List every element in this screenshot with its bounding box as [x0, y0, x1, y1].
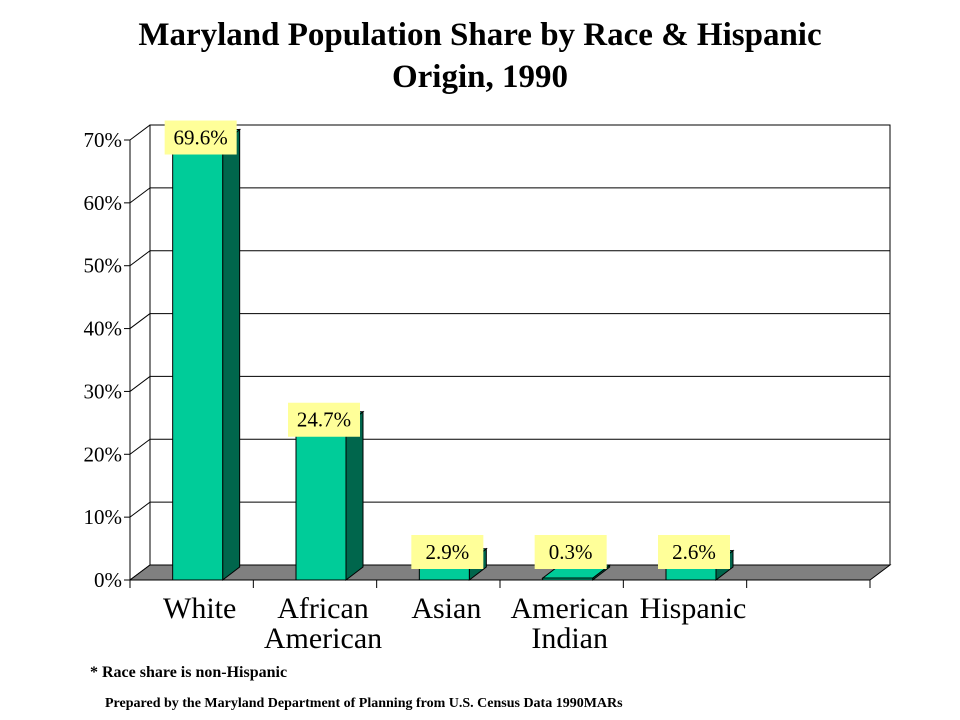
- chart-title-line1: Maryland Population Share by Race & Hisp…: [138, 17, 822, 53]
- data-label: 0.3%: [549, 540, 593, 564]
- data-label: 2.9%: [425, 540, 469, 564]
- footnote: * Race share is non-Hispanic: [90, 664, 288, 681]
- source-note: Prepared by the Maryland Department of P…: [105, 696, 623, 711]
- gridline-side: [129, 501, 151, 518]
- chart-title-line2: Origin, 1990: [391, 59, 568, 95]
- bar-side: [345, 410, 364, 582]
- back-wall: [149, 124, 891, 565]
- y-tick-label: 70%: [84, 128, 123, 152]
- category-label: American Indian: [511, 592, 629, 655]
- y-tick-label: 10%: [84, 505, 123, 529]
- gridline-side: [129, 438, 151, 455]
- gridline-side: [129, 187, 151, 204]
- category-label: White: [163, 592, 236, 625]
- category-label-line: Asian: [411, 592, 481, 625]
- gridline-side: [129, 376, 151, 392]
- data-label-box: [534, 535, 607, 569]
- data-label: 2.6%: [672, 540, 716, 564]
- category-label: African American: [264, 592, 382, 655]
- bar: [542, 577, 594, 581]
- bar: [295, 424, 347, 581]
- y-tick-label: 40%: [84, 317, 123, 341]
- chart-title: Maryland Population Share by Race & Hisp…: [0, 14, 960, 98]
- category-label: Hispanic: [640, 592, 747, 625]
- chart-floor: [128, 564, 892, 581]
- category-label: Asian: [411, 592, 481, 625]
- data-label-box: [164, 120, 237, 155]
- category-label-line: White: [163, 592, 236, 625]
- category-label-line: American: [511, 592, 629, 625]
- category-label-line: African: [277, 592, 369, 625]
- y-tick-label: 0%: [94, 568, 122, 592]
- gridline-side: [129, 313, 151, 329]
- data-label-box: [288, 402, 360, 437]
- y-tick-label: 20%: [84, 442, 123, 466]
- data-label: 69.6%: [174, 126, 228, 150]
- category-label-line: American: [264, 622, 382, 655]
- category-label-line: Indian: [531, 622, 608, 655]
- bar-side: [222, 128, 241, 582]
- data-label-box: [411, 535, 484, 569]
- y-tick-label: 50%: [84, 254, 123, 278]
- category-label-line: Hispanic: [640, 592, 747, 625]
- gridline-side: [129, 124, 151, 141]
- data-label-box: [658, 535, 730, 569]
- y-tick-label: 60%: [84, 191, 123, 215]
- gridline-side: [129, 250, 151, 267]
- data-label: 24.7%: [297, 408, 351, 432]
- bar: [172, 142, 224, 581]
- y-tick-label: 30%: [84, 379, 123, 403]
